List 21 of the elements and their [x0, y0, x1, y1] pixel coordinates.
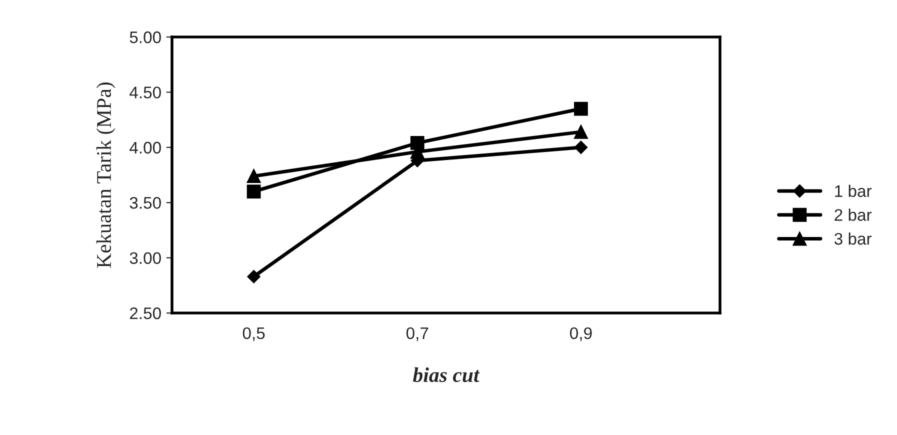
point [574, 125, 588, 139]
y-tick-label: 3.00 [130, 252, 161, 264]
y-tick-label: 4.50 [130, 86, 161, 98]
x-tick-label: 0,5 [242, 327, 265, 342]
y-tick-label: 3.50 [130, 197, 161, 209]
x-axis-title: bias cut [412, 367, 480, 382]
y-tick-label: 5.00 [130, 31, 161, 44]
legend-label: 3 bar [834, 232, 872, 245]
legend-label: 2 bar [834, 208, 872, 221]
point [410, 136, 424, 150]
point [574, 102, 588, 116]
legend-label: 1 bar [835, 184, 872, 198]
point [247, 270, 260, 284]
point [246, 169, 261, 184]
y-axis-title: Kekuatan Tarik (MPa) [96, 82, 116, 268]
y-tick-label: 2.50 [130, 307, 161, 320]
x-tick-label: 0,7 [406, 327, 428, 342]
point [246, 184, 261, 199]
y-tick-label: 4.00 [130, 142, 161, 154]
x-tick-label: 0,9 [570, 327, 592, 342]
point [574, 140, 588, 154]
